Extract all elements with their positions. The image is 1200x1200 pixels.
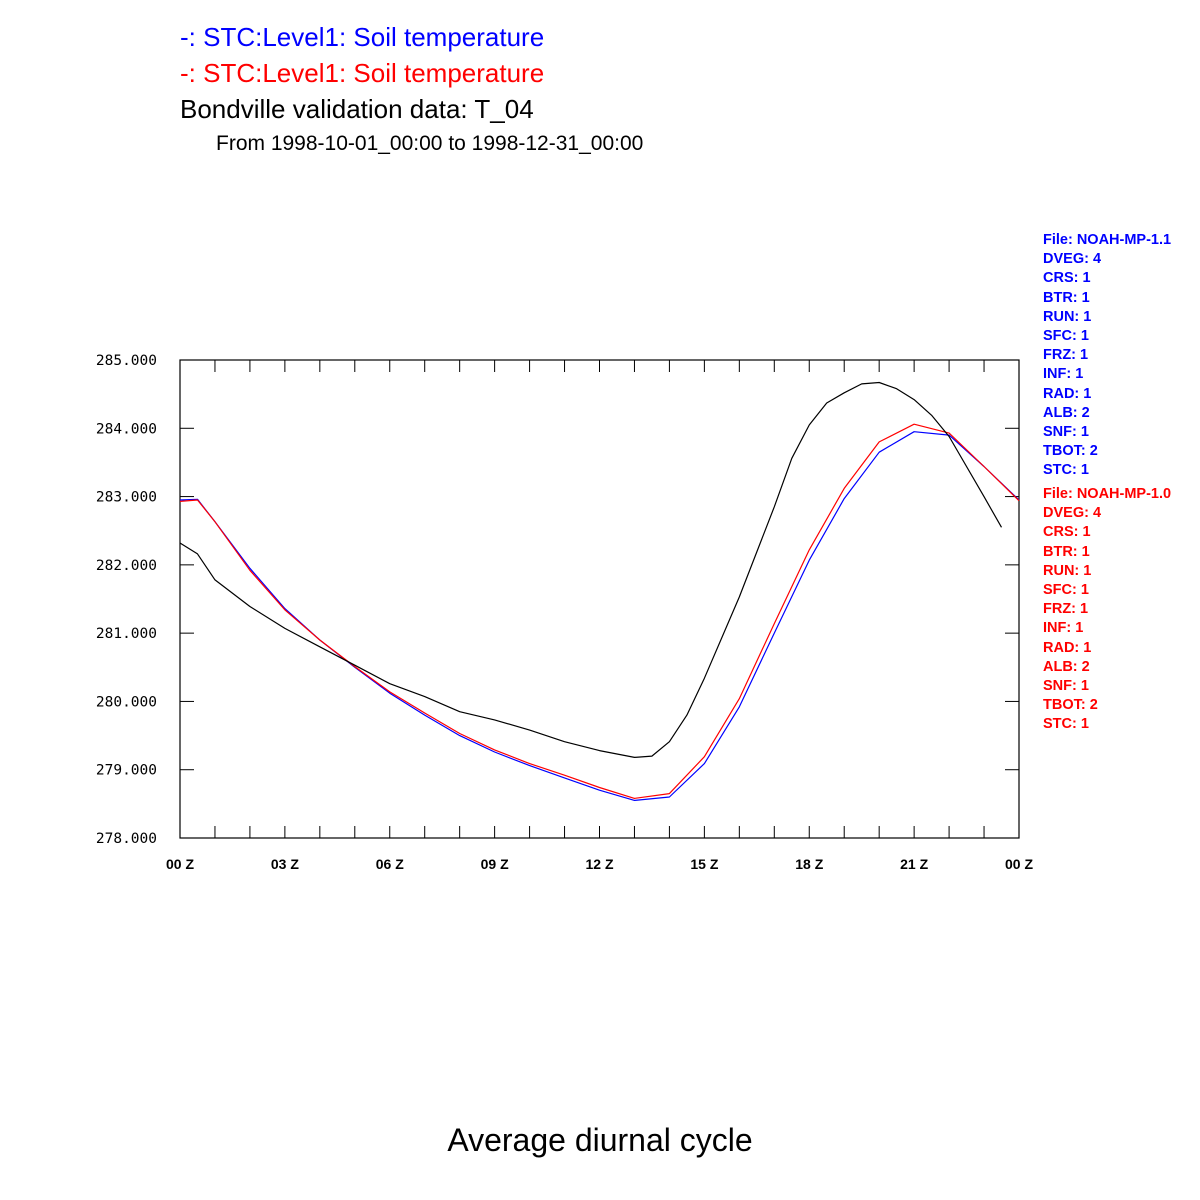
chart-title: Bondville validation data: T_04 [180, 94, 534, 124]
file-info-line: RUN: 1 [1043, 562, 1092, 579]
y-tick-label: 281.000 [96, 626, 157, 642]
file-info-line: BTR: 1 [1043, 289, 1090, 306]
file-info-line: CRS: 1 [1043, 270, 1091, 287]
file-info-line: SFC: 1 [1043, 582, 1089, 599]
file-info-line: RAD: 1 [1043, 385, 1092, 402]
file-info-line: CRS: 1 [1043, 524, 1091, 541]
y-tick-label: 278.000 [96, 831, 157, 847]
file-info-line: BTR: 1 [1043, 543, 1090, 560]
plot-frame [179, 359, 1020, 839]
file-info-line: RUN: 1 [1043, 308, 1092, 325]
legend-red-series: -: STC:Level1: Soil temperature [180, 58, 545, 88]
y-tick-label: 282.000 [96, 558, 157, 574]
x-tick-label: 03 Z [271, 856, 299, 872]
series-blue-line [179, 431, 1020, 802]
file-info-line: INF: 1 [1043, 620, 1084, 637]
x-tick-label: 12 Z [585, 856, 613, 872]
x-tick-label: 00 Z [166, 856, 194, 872]
x-tick-label: 15 Z [690, 856, 718, 872]
series-black-line [179, 381, 1003, 759]
x-tick-label: 00 Z [1005, 856, 1033, 872]
x-tick-label: 09 Z [481, 856, 509, 872]
y-tick-label: 280.000 [96, 694, 157, 710]
file-info-line: STC: 1 [1043, 462, 1089, 479]
file-info-line: DVEG: 4 [1043, 505, 1102, 522]
legend-blue-series: -: STC:Level1: Soil temperature [180, 22, 545, 52]
y-tick-label: 284.000 [96, 421, 157, 437]
file-info-red: File: NOAH-MP-1.0 DVEG: 4 CRS: 1 BTR: 1 RUN:… [1043, 485, 1171, 735]
x-axis-label: Average diurnal cycle [447, 1122, 753, 1158]
file-info-line: STC: 1 [1043, 716, 1089, 733]
x-tick-label: 06 Z [376, 856, 404, 872]
file-info-line: TBOT: 2 [1043, 697, 1098, 714]
x-tick-label: 18 Z [795, 856, 823, 872]
file-info-line: DVEG: 4 [1043, 251, 1102, 268]
file-info-line: ALB: 2 [1043, 658, 1090, 675]
file-info-line: RAD: 1 [1043, 639, 1092, 656]
file-info-line: SNF: 1 [1043, 424, 1089, 441]
file-info-line: ALB: 2 [1043, 404, 1090, 421]
file-info-line: SFC: 1 [1043, 328, 1089, 345]
file-info-line: File: NOAH-MP-1.1 [1043, 232, 1172, 248]
y-tick-label: 285.000 [96, 353, 157, 369]
file-info-line: FRZ: 1 [1043, 347, 1089, 364]
file-info-line: TBOT: 2 [1043, 443, 1098, 460]
series-red-line [179, 423, 1020, 800]
file-info-line: FRZ: 1 [1043, 601, 1089, 618]
y-tick-label: 279.000 [96, 763, 157, 779]
y-tick-label: 283.000 [96, 490, 157, 506]
file-info-blue: File: NOAH-MP-1.1 DVEG: 4 CRS: 1 BTR: 1 RUN:… [1043, 231, 1171, 481]
chart-subtitle: From 1998-10-01_00:00 to 1998-12-31_00:0… [216, 132, 644, 155]
file-info-line: File: NOAH-MP-1.0 [1043, 486, 1172, 502]
file-info-line: SNF: 1 [1043, 678, 1089, 695]
x-tick-label: 21 Z [900, 856, 928, 872]
file-info-line: INF: 1 [1043, 366, 1084, 383]
